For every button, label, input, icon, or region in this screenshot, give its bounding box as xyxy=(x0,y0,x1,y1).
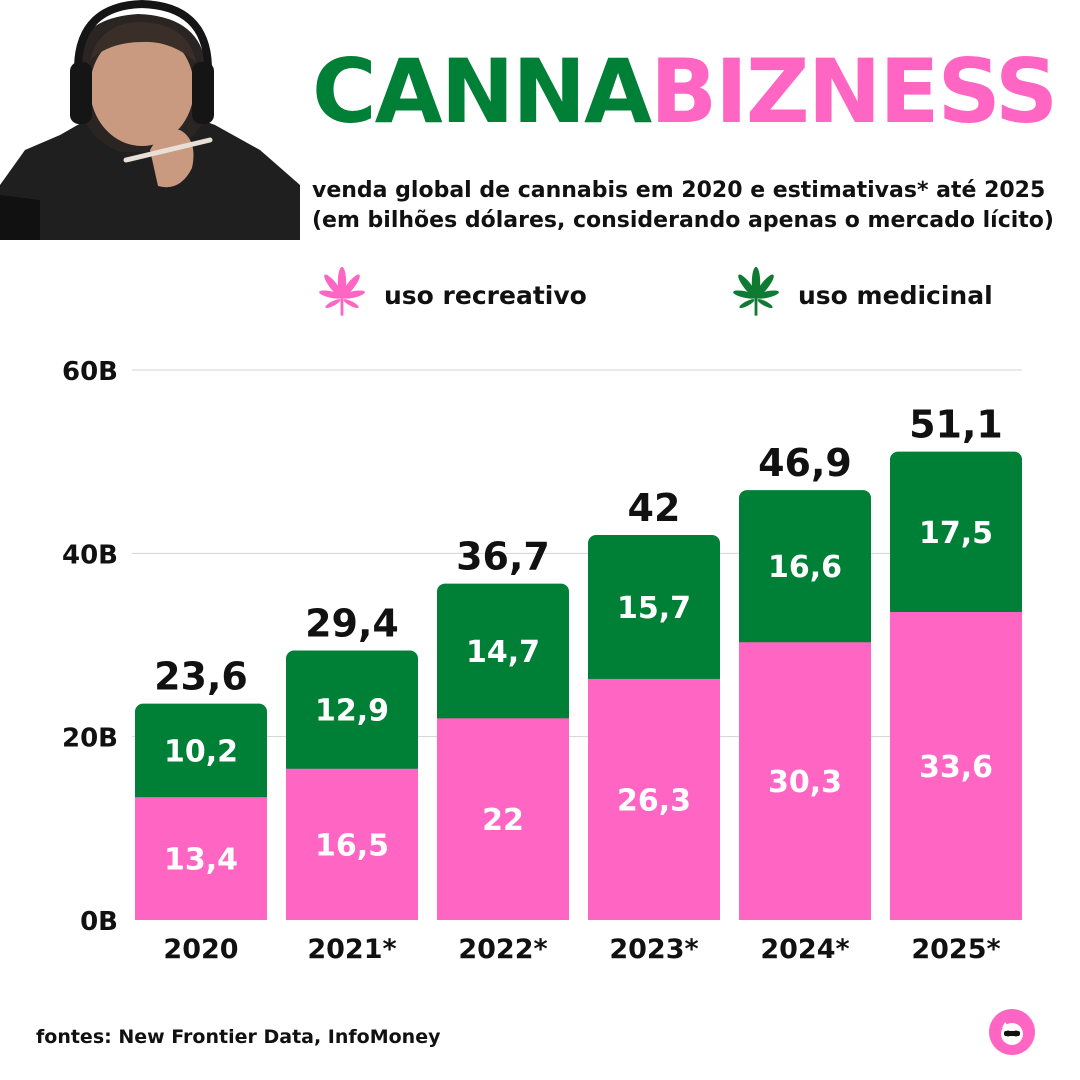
person-photo xyxy=(0,0,300,240)
title-part-green: CANNA xyxy=(312,40,652,143)
brand-logo-icon xyxy=(989,1009,1035,1055)
bar-segment-medicinal xyxy=(135,703,267,808)
y-tick-label: 20B xyxy=(62,724,118,754)
x-tick-label: 2025* xyxy=(911,934,1000,965)
data-label-medicinal: 12,9 xyxy=(315,694,389,729)
y-tick-label: 0B xyxy=(80,907,118,937)
total-label: 29,4 xyxy=(305,602,399,646)
total-label: 42 xyxy=(628,486,681,530)
x-tick-label: 2020 xyxy=(163,934,238,965)
cannabis-leaf-icon xyxy=(733,266,779,316)
bar-segment-medicinal xyxy=(588,535,720,689)
x-tick-label: 2021* xyxy=(307,934,396,965)
stacked-bar-chart: 0B 20B 40B 60B 10,2 13,4 23,6 2020 12,9 16,5 29,4 2… xyxy=(62,357,1022,965)
data-label-recreational: 26,3 xyxy=(617,783,691,818)
bar-segment-medicinal xyxy=(890,451,1022,622)
y-tick-label: 60B xyxy=(62,357,118,387)
bar-segment-recreational xyxy=(437,718,569,920)
bar-segment-recreational xyxy=(135,797,267,920)
bar-segment-recreational xyxy=(890,612,1022,920)
x-tick-label: 2024* xyxy=(760,934,849,965)
bar-segment-medicinal xyxy=(286,650,418,779)
subtitle-line-2: (em bilhões dólares, considerando apenas… xyxy=(312,208,1054,233)
data-label-medicinal: 17,5 xyxy=(919,516,993,551)
data-label-recreational: 13,4 xyxy=(164,843,238,878)
bar-segment-recreational xyxy=(739,642,871,920)
data-label-medicinal: 16,6 xyxy=(768,550,842,585)
data-label-recreational: 30,3 xyxy=(768,765,842,800)
legend-label-medicinal: uso medicinal xyxy=(798,280,993,310)
data-label-recreational: 22 xyxy=(482,803,524,838)
total-label: 23,6 xyxy=(154,655,248,699)
bar-segment-medicinal xyxy=(437,583,569,729)
sources-note: fontes: New Frontier Data, InfoMoney xyxy=(36,1026,441,1048)
y-tick-label: 40B xyxy=(62,540,118,570)
legend-label-recreational: uso recreativo xyxy=(384,280,587,310)
title-part-pink: BIZNESS xyxy=(650,40,1058,143)
x-tick-label: 2022* xyxy=(458,934,547,965)
x-tick-label: 2023* xyxy=(609,934,698,965)
data-label-medicinal: 14,7 xyxy=(466,635,540,670)
bar-segment-recreational xyxy=(588,678,720,920)
data-label-medicinal: 10,2 xyxy=(164,734,238,769)
legend-item-recreational: uso recreativo xyxy=(312,262,587,328)
data-label-medicinal: 15,7 xyxy=(617,591,691,626)
bar-segment-recreational xyxy=(286,768,418,920)
subtitle-line-1: venda global de cannabis em 2020 e estim… xyxy=(312,178,1046,203)
total-label: 36,7 xyxy=(456,535,550,579)
bar-segment-medicinal xyxy=(739,490,871,653)
data-label-recreational: 16,5 xyxy=(315,828,389,863)
legend-item-medicinal: uso medicinal xyxy=(726,262,993,328)
data-label-recreational: 33,6 xyxy=(919,750,993,785)
total-label: 46,9 xyxy=(758,441,852,485)
page-title: CANNABIZNESS xyxy=(312,48,1058,136)
total-label: 51,1 xyxy=(909,403,1003,447)
chart-subtitle: venda global de cannabis em 2020 e estim… xyxy=(312,176,1072,236)
cannabis-leaf-icon xyxy=(319,266,365,316)
